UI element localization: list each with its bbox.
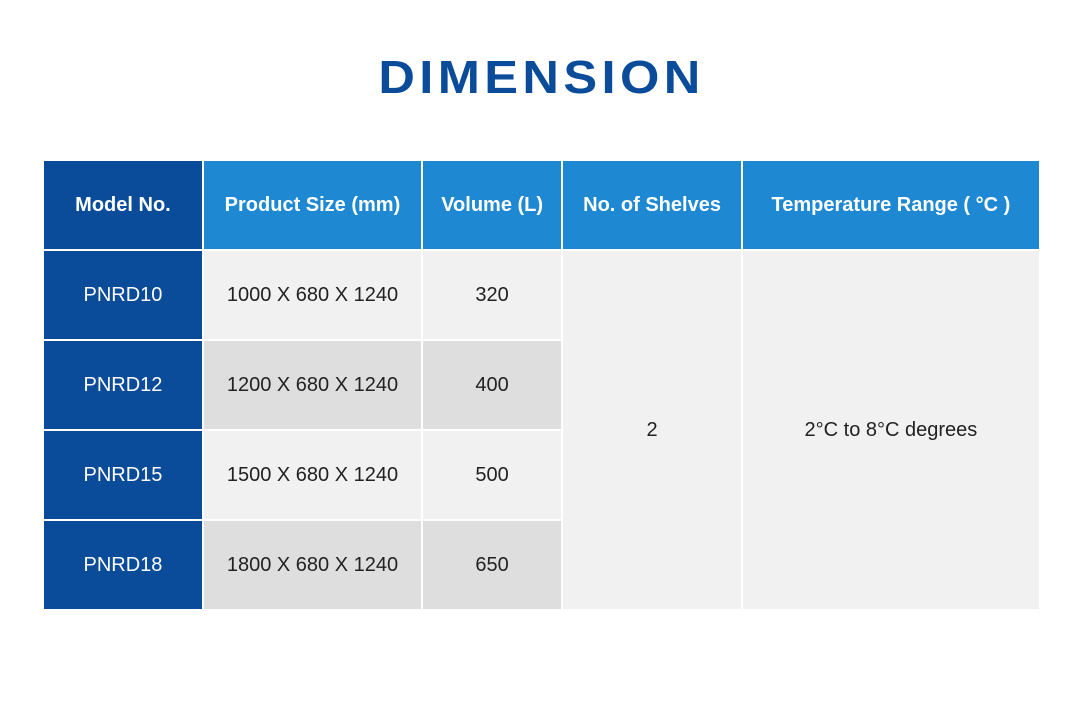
cell-volume: 400: [423, 341, 561, 429]
table-body: PNRD10 1000 X 680 X 1240 320 2 2°C to 8°…: [44, 251, 1039, 609]
cell-temp: 2°C to 8°C degrees: [743, 251, 1039, 609]
table-header: Model No. Product Size (mm) Volume (L) N…: [44, 161, 1039, 249]
col-header-volume: Volume (L): [423, 161, 561, 249]
cell-model: PNRD18: [44, 521, 202, 609]
page-title-text: DIMENSION: [378, 50, 704, 104]
cell-shelves: 2: [563, 251, 741, 609]
cell-size: 1200 X 680 X 1240: [204, 341, 421, 429]
cell-model: PNRD10: [44, 251, 202, 339]
cell-volume: 320: [423, 251, 561, 339]
cell-model: PNRD12: [44, 341, 202, 429]
page: DIMENSION Model No. Product Size (mm) Vo…: [0, 0, 1083, 611]
cell-volume: 500: [423, 431, 561, 519]
col-header-size: Product Size (mm): [204, 161, 421, 249]
cell-size: 1500 X 680 X 1240: [204, 431, 421, 519]
cell-model: PNRD15: [44, 431, 202, 519]
cell-volume: 650: [423, 521, 561, 609]
cell-size: 1000 X 680 X 1240: [204, 251, 421, 339]
col-header-model: Model No.: [44, 161, 202, 249]
col-header-temp: Temperature Range ( °C ): [743, 161, 1039, 249]
col-header-shelves: No. of Shelves: [563, 161, 741, 249]
dimension-table: Model No. Product Size (mm) Volume (L) N…: [42, 159, 1041, 611]
table-header-row: Model No. Product Size (mm) Volume (L) N…: [44, 161, 1039, 249]
table-row: PNRD10 1000 X 680 X 1240 320 2 2°C to 8°…: [44, 251, 1039, 339]
cell-size: 1800 X 680 X 1240: [204, 521, 421, 609]
page-title: DIMENSION: [0, 50, 1083, 104]
